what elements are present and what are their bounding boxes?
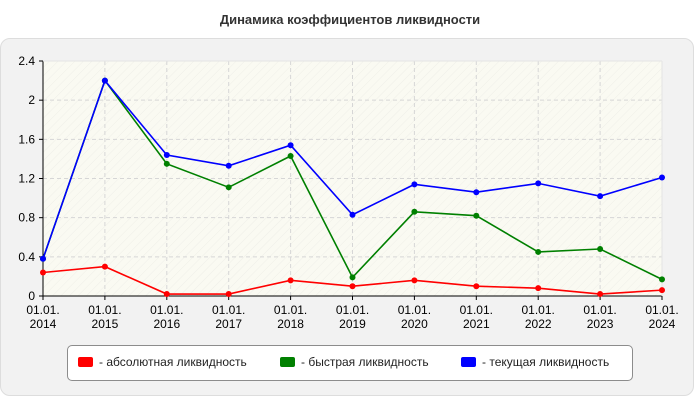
series-point-0 [349, 283, 356, 290]
series-point-0 [597, 291, 604, 298]
series [40, 77, 665, 298]
series-point-1 [163, 160, 170, 167]
legend-label: - быстрая ликвидность [301, 355, 429, 369]
series-point-0 [411, 277, 418, 284]
y-tick-label: 0 [28, 289, 35, 303]
x-tick-label: 01.01. 2015 [88, 303, 121, 331]
series-point-1 [349, 274, 356, 281]
x-tick-label: 01.01. 2020 [398, 303, 431, 331]
series-point-1 [597, 246, 604, 252]
series-point-0 [101, 263, 108, 270]
series-point-2 [349, 211, 356, 218]
series-point-0 [535, 285, 542, 292]
series-point-0 [163, 291, 170, 298]
series-point-1 [659, 276, 665, 283]
series-point-2 [659, 174, 665, 181]
series-point-0 [225, 291, 232, 298]
y-tick-label: 2 [28, 93, 35, 107]
x-tick-label: 01.01. 2016 [150, 303, 183, 331]
series-point-1 [473, 212, 480, 219]
series-point-2 [597, 193, 604, 200]
y-tick-label: 1.6 [18, 132, 35, 146]
series-point-2 [411, 181, 418, 188]
x-tick-label: 01.01. 2014 [26, 303, 59, 331]
x-tick-label: 01.01. 2023 [583, 303, 616, 331]
axes: 0 0.4 0.8 1.2 1.6 2 2.4 01.01. 2014 01.01. 2015 01.… [18, 54, 678, 331]
series-point-0 [40, 269, 46, 276]
series-point-1 [411, 208, 418, 215]
legend-swatch [280, 357, 295, 367]
series-point-2 [101, 77, 108, 84]
y-tick-label: 2.4 [18, 54, 35, 68]
legend: - абсолютная ликвидность - быстрая ликвид… [67, 345, 633, 381]
legend-swatch [461, 357, 476, 367]
y-tick-label: 0.8 [18, 211, 35, 225]
series-point-2 [225, 162, 232, 169]
legend-item: - абсолютная ликвидность [78, 355, 247, 369]
legend-item: - текущая ликвидность [461, 355, 609, 369]
series-point-2 [163, 152, 170, 158]
legend-label: - текущая ликвидность [482, 355, 610, 369]
legend-label: - абсолютная ликвидность [99, 355, 247, 369]
legend-swatch [78, 357, 93, 367]
series-point-1 [535, 248, 542, 255]
series-point-2 [40, 255, 46, 262]
legend-item: - быстрая ликвидность [280, 355, 429, 369]
series-point-1 [225, 184, 232, 191]
series-point-0 [287, 277, 294, 284]
x-tick-label: 01.01. 2021 [460, 303, 493, 331]
x-tick-label: 01.01. 2019 [336, 303, 369, 331]
x-tick-label: 01.01. 2024 [645, 303, 678, 331]
x-tick-label: 01.01. 2017 [212, 303, 245, 331]
series-point-2 [287, 142, 294, 149]
series-point-1 [287, 152, 294, 159]
series-point-0 [659, 287, 665, 294]
x-tick-label: 01.01. 2022 [522, 303, 555, 331]
y-tick-label: 0.4 [18, 250, 35, 264]
y-tick-label: 1.2 [18, 172, 35, 186]
series-point-2 [473, 189, 480, 196]
series-point-2 [535, 180, 542, 187]
x-tick-label: 01.01. 2018 [274, 303, 307, 331]
chart-title: Динамика коэффициентов ликвидности [219, 12, 481, 27]
series-point-0 [473, 283, 480, 290]
